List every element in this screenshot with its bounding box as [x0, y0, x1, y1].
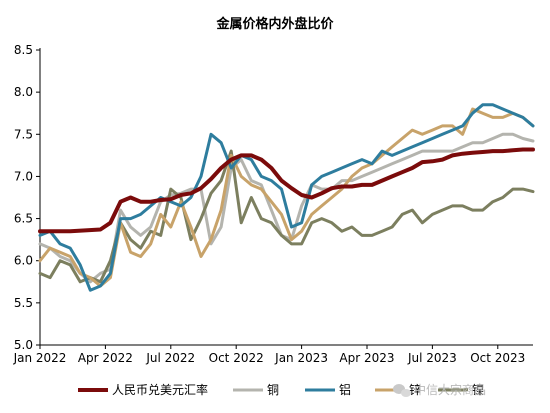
- legend-label-2: 铝: [339, 382, 351, 397]
- legend-label-4: 镍: [472, 383, 484, 397]
- watermark-text: 中信大宗商品: [414, 382, 486, 397]
- y-tick-label: 7.0: [14, 169, 33, 183]
- watermark: 中信大宗商品: [393, 382, 486, 397]
- x-tick-label: Jan 2023: [274, 351, 328, 365]
- plot-area: 5.0 5.5 6.0 6.5 7.0 7.5 8.0 8.5 Jan 2022 Apr 2022…: [13, 43, 535, 365]
- x-tick-label: Jul 2023: [407, 351, 457, 365]
- legend-label-1: 铜: [267, 382, 279, 397]
- legend-label-0: 人民币兑美元汇率: [112, 382, 208, 397]
- x-tick-label: Apr 2023: [339, 351, 394, 365]
- y-tick-label: 5.5: [14, 296, 33, 310]
- x-tick-label: Jan 2022: [13, 351, 67, 365]
- legend: 人民币兑美元汇率 铜 铝 锌 镍: [78, 382, 484, 397]
- series-line-2: [38, 103, 535, 292]
- series-line-3: [38, 107, 535, 288]
- series-line-1: [38, 132, 535, 284]
- y-tick-label: 6.5: [14, 212, 33, 226]
- wechat-icon: [393, 384, 411, 397]
- x-tick-label: Apr 2022: [78, 351, 133, 365]
- y-tick-label: 8.0: [14, 85, 33, 99]
- y-tick-label: 7.5: [14, 127, 33, 141]
- series-line-0: [38, 147, 535, 234]
- legend-label-3: 锌: [409, 383, 421, 397]
- x-tick-label: Jul 2022: [145, 351, 195, 365]
- x-tick-label: Oct 2023: [470, 351, 525, 365]
- chart-title: 金属价格内外盘比价: [215, 16, 334, 32]
- y-tick-label: 8.5: [14, 43, 33, 57]
- x-tick-label: Oct 2022: [209, 351, 264, 365]
- y-tick-label: 5.0: [14, 338, 33, 352]
- y-tick-label: 6.0: [14, 254, 33, 268]
